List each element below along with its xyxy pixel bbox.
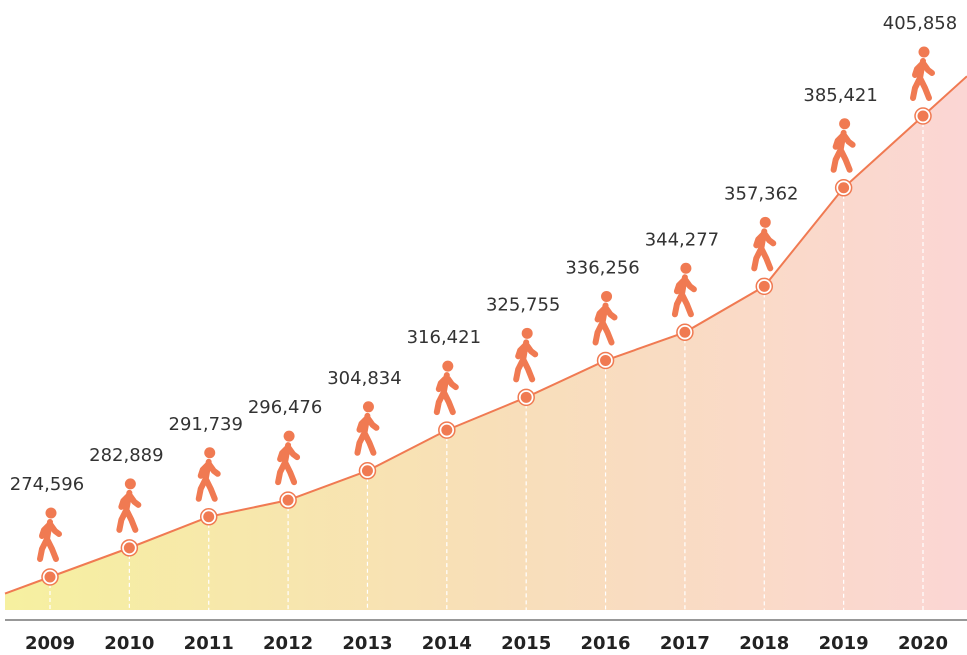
walker-icon: [671, 262, 697, 318]
walker-icon: [116, 478, 142, 533]
walker-icon: [275, 430, 301, 486]
walker-head: [601, 290, 613, 302]
value-label: 344,277: [645, 229, 719, 250]
value-label: 385,421: [803, 85, 877, 106]
walker-body: [354, 412, 380, 456]
walker-head: [759, 216, 771, 228]
walker-icon: [513, 327, 539, 383]
walker-body: [751, 228, 777, 272]
value-label: 291,739: [169, 414, 243, 435]
walker-icon: [433, 360, 459, 416]
walker-body: [37, 519, 62, 562]
value-label: 405,858: [883, 13, 957, 34]
walker-icon: [592, 290, 618, 346]
walker-body: [433, 372, 459, 416]
walker-icon: [910, 46, 935, 101]
marker: [123, 542, 135, 554]
marker: [679, 326, 691, 338]
value-label: 274,596: [10, 474, 84, 495]
walker-head: [45, 507, 57, 519]
marker: [520, 391, 532, 403]
walker-body: [513, 339, 539, 383]
walker-head: [362, 401, 374, 413]
walker-body: [830, 129, 856, 173]
marker: [758, 280, 770, 292]
value-label: 325,755: [486, 294, 560, 315]
x-tick-label: 2019: [819, 633, 869, 654]
walker-head: [521, 327, 533, 339]
walker-body: [195, 458, 221, 502]
line: [4, 75, 967, 595]
x-tick-label: 2011: [184, 633, 234, 654]
x-tick-label: 2018: [739, 633, 789, 654]
walker-head: [283, 430, 295, 442]
walker-head: [124, 478, 136, 490]
walker-icon: [37, 507, 62, 562]
walker-icon: [830, 118, 856, 173]
x-tick-label: 2012: [263, 633, 313, 654]
value-label: 282,889: [89, 445, 163, 466]
marker: [917, 110, 929, 122]
x-tick-label: 2009: [25, 633, 75, 654]
value-label: 296,476: [248, 397, 322, 418]
x-tick-label: 2015: [501, 633, 551, 654]
walker-head: [918, 46, 930, 58]
marker: [838, 182, 850, 194]
walker-body: [116, 489, 142, 533]
value-label: 316,421: [407, 327, 481, 348]
marker: [203, 511, 215, 523]
walker-body: [592, 302, 618, 346]
walker-body: [275, 442, 301, 486]
marker: [44, 571, 56, 583]
x-tick-label: 2017: [660, 633, 710, 654]
walker-body: [671, 274, 697, 318]
marker: [361, 465, 373, 477]
walker-icon: [354, 401, 380, 456]
x-tick-label: 2020: [898, 633, 948, 654]
walker-head: [442, 360, 454, 372]
walker-icon: [751, 216, 777, 272]
walker-head: [680, 262, 692, 274]
x-tick-label: 2016: [580, 633, 630, 654]
walker-head: [204, 447, 216, 459]
marker: [600, 354, 612, 366]
x-tick-label: 2013: [342, 633, 392, 654]
value-label: 357,362: [724, 183, 798, 204]
value-label: 336,256: [565, 257, 639, 278]
area: [5, 76, 967, 611]
marker: [441, 424, 453, 436]
value-label: 304,834: [327, 368, 401, 389]
walker-head: [839, 118, 851, 130]
walker-body: [910, 58, 935, 101]
x-tick-label: 2010: [104, 633, 154, 654]
walker-icon: [195, 447, 221, 502]
marker: [282, 494, 294, 506]
x-tick-label: 2014: [422, 633, 472, 654]
